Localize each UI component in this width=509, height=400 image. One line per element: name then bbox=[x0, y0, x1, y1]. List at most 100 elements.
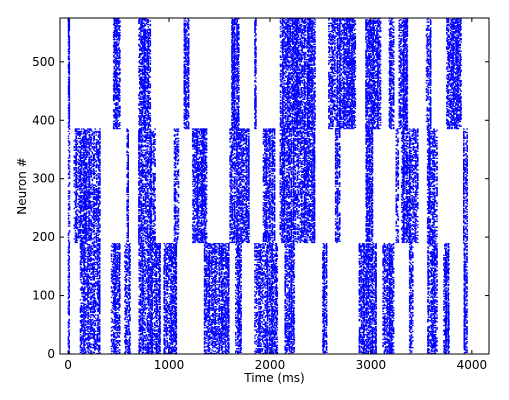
spike-mark bbox=[140, 265, 142, 266]
spike-mark bbox=[126, 344, 128, 345]
spike-mark bbox=[129, 278, 131, 279]
spike-mark bbox=[209, 299, 211, 300]
spike-mark bbox=[94, 291, 96, 292]
spike-mark bbox=[205, 301, 207, 302]
spike-mark bbox=[212, 259, 214, 260]
spike-mark bbox=[152, 303, 154, 304]
spike-mark bbox=[143, 287, 145, 288]
spike-mark bbox=[83, 247, 85, 248]
spike-mark bbox=[209, 257, 211, 258]
spike-mark bbox=[95, 346, 97, 347]
spike-mark bbox=[225, 261, 227, 262]
spike-mark bbox=[147, 344, 149, 345]
spike-mark bbox=[223, 250, 225, 251]
spike-mark bbox=[94, 332, 96, 333]
spike-mark bbox=[204, 327, 206, 328]
spike-mark bbox=[111, 297, 113, 298]
spike-mark bbox=[157, 347, 159, 348]
spike-mark bbox=[152, 342, 154, 343]
spike-mark bbox=[151, 324, 153, 325]
spike-mark bbox=[68, 256, 70, 257]
spike-mark bbox=[209, 317, 211, 318]
spike-mark bbox=[176, 335, 178, 336]
spike-mark bbox=[167, 272, 169, 273]
spike-mark bbox=[68, 345, 70, 346]
spike-mark bbox=[99, 306, 101, 307]
spike-mark bbox=[176, 282, 178, 283]
spike-mark bbox=[148, 340, 150, 341]
spike-mark bbox=[99, 298, 101, 299]
spike-mark bbox=[211, 276, 213, 277]
spike-mark bbox=[83, 325, 85, 326]
spike-mark bbox=[89, 332, 91, 333]
spike-mark bbox=[90, 317, 92, 318]
spike-mark bbox=[143, 346, 145, 347]
spike-mark bbox=[111, 310, 113, 311]
spike-mark bbox=[173, 324, 175, 325]
spike-mark bbox=[206, 342, 208, 343]
spike-mark bbox=[166, 338, 168, 339]
spike-mark bbox=[144, 328, 146, 329]
spike-mark bbox=[81, 326, 83, 327]
spike-mark bbox=[169, 345, 171, 346]
spike-mark bbox=[159, 276, 161, 277]
spike-mark bbox=[157, 305, 159, 306]
spike-mark bbox=[126, 328, 128, 329]
spike-mark bbox=[90, 299, 92, 300]
spike-mark bbox=[154, 325, 156, 326]
spike-mark bbox=[150, 257, 152, 258]
spike-mark bbox=[140, 318, 142, 319]
spike-mark bbox=[223, 276, 225, 277]
spike-mark bbox=[219, 284, 221, 285]
spike-mark bbox=[211, 326, 213, 327]
spike-mark bbox=[94, 294, 96, 295]
spike-mark bbox=[119, 328, 121, 329]
spike-mark bbox=[213, 306, 215, 307]
spike-mark bbox=[212, 250, 214, 251]
spike-mark bbox=[97, 294, 99, 295]
spike-mark bbox=[150, 342, 152, 343]
spike-mark bbox=[147, 249, 149, 250]
spike-mark bbox=[221, 271, 223, 272]
spike-mark bbox=[80, 262, 82, 263]
spike-mark bbox=[115, 277, 117, 278]
spike-mark bbox=[223, 273, 225, 274]
spike-mark bbox=[68, 320, 70, 321]
spike-mark bbox=[204, 311, 206, 312]
spike-mark bbox=[163, 305, 165, 306]
spike-mark bbox=[141, 337, 143, 338]
spike-mark bbox=[151, 340, 153, 341]
spike-mark bbox=[209, 272, 211, 273]
spike-mark bbox=[159, 333, 161, 334]
spike-mark bbox=[99, 320, 101, 321]
spike-mark bbox=[126, 279, 128, 280]
spike-mark bbox=[99, 347, 101, 348]
spike-mark bbox=[140, 349, 142, 350]
spike-mark bbox=[85, 320, 87, 321]
spike-mark bbox=[93, 305, 95, 306]
spike-mark bbox=[99, 243, 101, 244]
spike-mark bbox=[216, 284, 218, 285]
spike-mark bbox=[167, 310, 169, 311]
spike-mark bbox=[159, 311, 161, 312]
spike-mark bbox=[211, 310, 213, 311]
spike-mark bbox=[146, 304, 148, 305]
spike-mark bbox=[88, 275, 90, 276]
spike-mark bbox=[151, 289, 153, 290]
spike-mark bbox=[171, 314, 173, 315]
spike-mark bbox=[151, 294, 153, 295]
spike-mark bbox=[86, 256, 88, 257]
spike-mark bbox=[155, 257, 157, 258]
spike-mark bbox=[129, 317, 131, 318]
spike-mark bbox=[154, 304, 156, 305]
spike-mark bbox=[68, 279, 70, 280]
spike-mark bbox=[176, 258, 178, 259]
spike-mark bbox=[206, 313, 208, 314]
spike-mark bbox=[219, 255, 221, 256]
spike-mark bbox=[206, 276, 208, 277]
spike-mark bbox=[173, 291, 175, 292]
spike-mark bbox=[216, 257, 218, 258]
spike-mark bbox=[158, 272, 160, 273]
spike-mark bbox=[128, 326, 130, 327]
spike-mark bbox=[68, 337, 70, 338]
